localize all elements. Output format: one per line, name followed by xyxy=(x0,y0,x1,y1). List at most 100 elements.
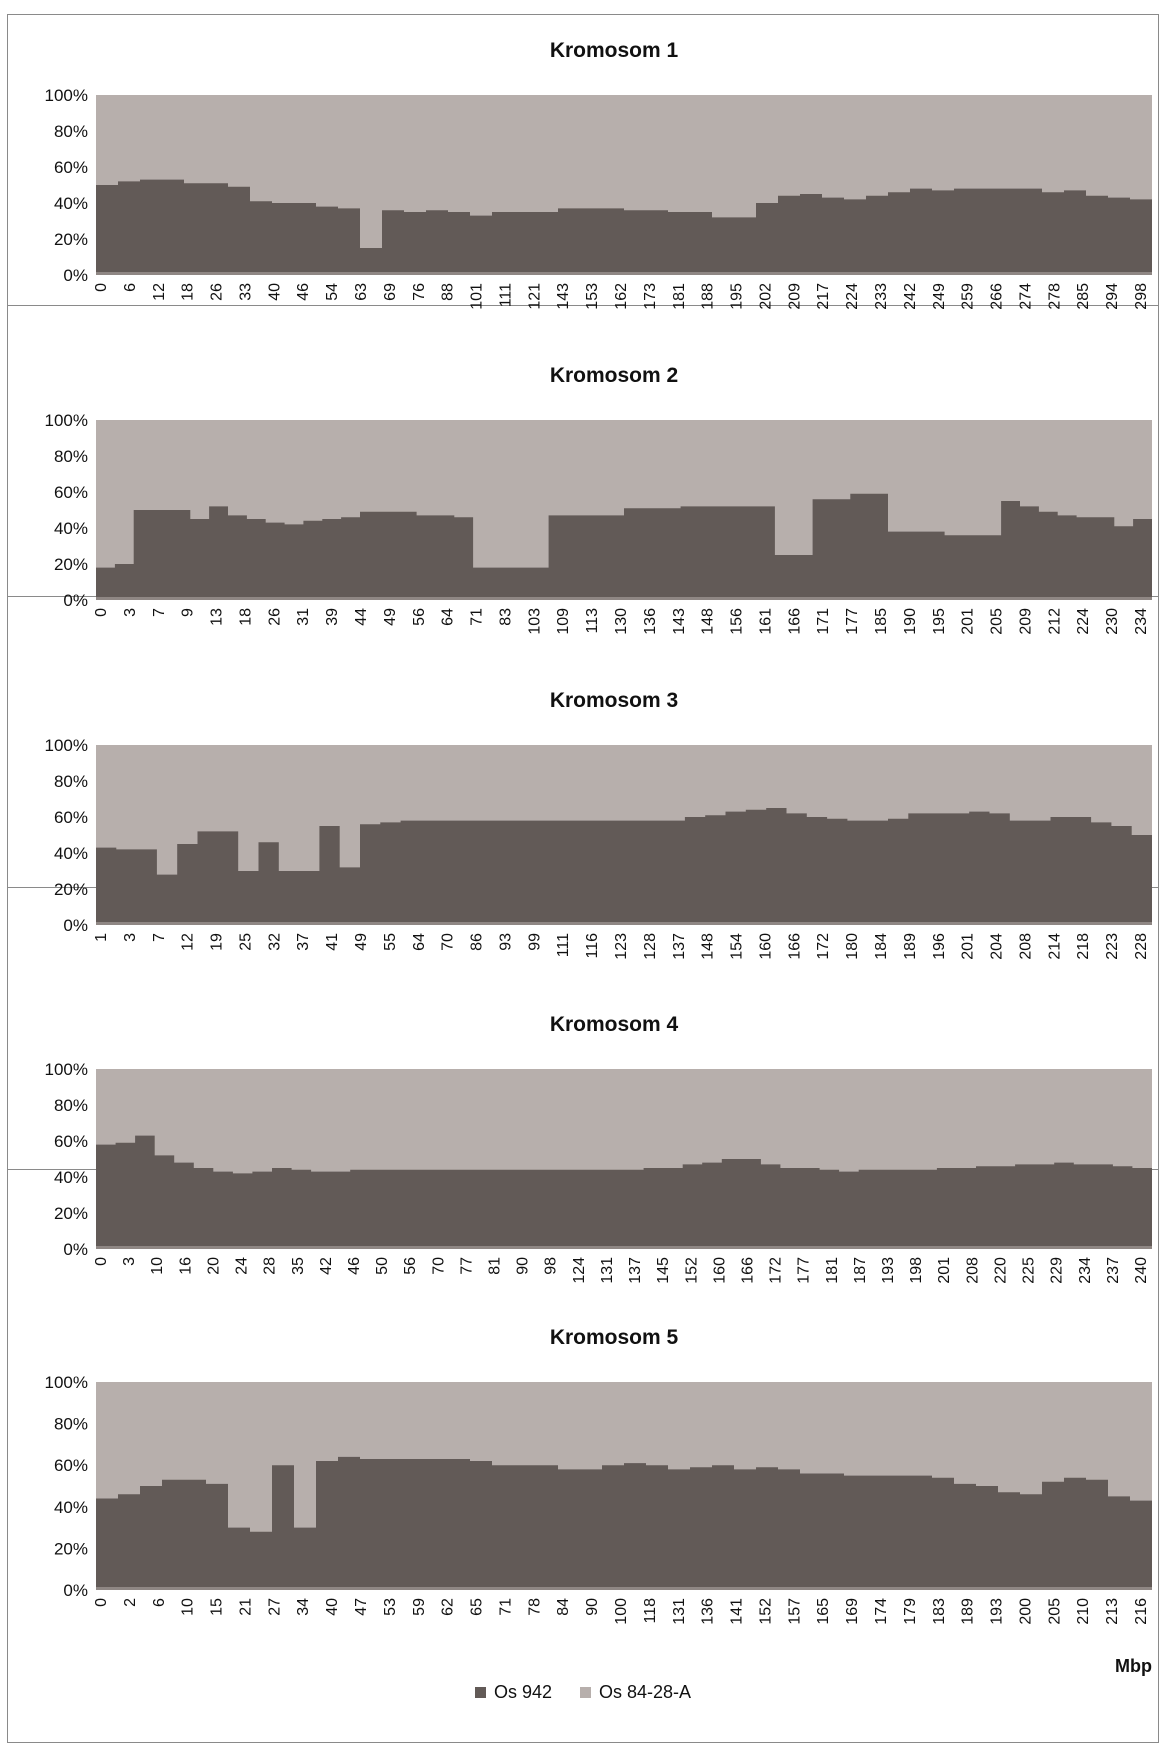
xtick-label-1: 54 xyxy=(324,283,341,301)
ytick-label-1: 20% xyxy=(54,230,88,249)
xtick-label-3: 128 xyxy=(642,933,659,960)
legend-swatch-os84 xyxy=(580,1687,591,1698)
ytick-label-3: 40% xyxy=(54,844,88,863)
xtick-label-1: 76 xyxy=(411,283,428,301)
xtick-label-2: 56 xyxy=(411,608,428,626)
xtick-label-3: 166 xyxy=(786,933,803,960)
xtick-label-3: 99 xyxy=(526,933,543,951)
xtick-label-5: 189 xyxy=(960,1598,977,1625)
chart-title-1: Kromosom 1 xyxy=(550,39,679,62)
xtick-label-4: 24 xyxy=(234,1257,251,1275)
xtick-label-3: 116 xyxy=(584,933,601,959)
xtick-label-1: 173 xyxy=(642,283,659,310)
xtick-label-1: 274 xyxy=(1017,283,1034,310)
ytick-label-1: 60% xyxy=(54,158,88,177)
xtick-label-4: 98 xyxy=(543,1257,560,1275)
series-os942-area-4 xyxy=(96,1135,1152,1249)
xtick-label-1: 233 xyxy=(873,283,890,310)
xtick-label-2: 18 xyxy=(237,608,254,626)
xtick-label-5: 78 xyxy=(526,1598,543,1616)
xtick-label-5: 216 xyxy=(1133,1598,1150,1625)
xtick-label-5: 136 xyxy=(700,1598,717,1625)
xtick-label-4: 28 xyxy=(262,1257,279,1275)
series-os942-area-3 xyxy=(96,808,1152,925)
xtick-label-5: 141 xyxy=(729,1598,746,1625)
xtick-label-1: 266 xyxy=(989,283,1006,310)
xtick-label-3: 12 xyxy=(180,933,197,951)
xtick-label-1: 33 xyxy=(237,283,254,301)
xtick-label-5: 0 xyxy=(93,1598,110,1607)
xtick-label-1: 217 xyxy=(815,283,832,310)
ytick-label-4: 0% xyxy=(63,1240,88,1259)
xtick-label-2: 9 xyxy=(180,608,197,617)
xtick-label-4: 3 xyxy=(121,1257,138,1266)
chart-title-3: Kromosom 3 xyxy=(550,689,678,712)
xtick-label-3: 223 xyxy=(1104,933,1121,960)
xtick-label-2: 44 xyxy=(353,608,370,626)
xtick-label-2: 13 xyxy=(209,608,226,626)
ytick-label-2: 0% xyxy=(63,591,88,610)
xtick-label-3: 25 xyxy=(237,933,254,951)
ytick-label-2: 20% xyxy=(54,555,88,574)
xtick-label-1: 242 xyxy=(902,283,919,310)
xtick-label-3: 189 xyxy=(902,933,919,960)
xtick-label-2: 39 xyxy=(324,608,341,626)
xtick-label-4: 234 xyxy=(1077,1257,1094,1284)
xtick-label-5: 169 xyxy=(844,1598,861,1625)
xtick-label-3: 41 xyxy=(324,933,341,951)
ytick-label-1: 100% xyxy=(45,86,88,105)
xtick-label-5: 2 xyxy=(122,1598,139,1607)
ytick-label-5: 40% xyxy=(54,1498,88,1517)
xtick-label-3: 218 xyxy=(1075,933,1092,960)
xtick-label-1: 46 xyxy=(295,283,312,301)
chart-title-5: Kromosom 5 xyxy=(550,1326,679,1349)
ytick-label-5: 100% xyxy=(45,1373,88,1392)
xtick-label-1: 12 xyxy=(151,283,168,301)
xtick-label-5: 71 xyxy=(497,1598,514,1616)
series-os942-area-1 xyxy=(96,179,1152,275)
xtick-label-5: 10 xyxy=(180,1598,197,1616)
series-os942-area-2 xyxy=(96,493,1152,600)
xtick-label-4: 181 xyxy=(824,1257,841,1284)
xtick-label-1: 278 xyxy=(1046,283,1063,310)
xtick-label-1: 153 xyxy=(584,283,601,310)
xtick-label-4: 35 xyxy=(290,1257,307,1275)
ytick-label-2: 60% xyxy=(54,483,88,502)
ytick-label-2: 80% xyxy=(54,447,88,466)
xtick-label-4: 16 xyxy=(177,1257,194,1275)
xtick-label-4: 10 xyxy=(149,1257,166,1275)
xtick-label-2: 161 xyxy=(757,608,774,635)
xtick-label-4: 166 xyxy=(740,1257,757,1284)
xtick-label-3: 204 xyxy=(989,933,1006,960)
xtick-label-4: 152 xyxy=(683,1257,700,1284)
xtick-label-3: 160 xyxy=(757,933,774,960)
ytick-label-4: 80% xyxy=(54,1096,88,1115)
xtick-label-2: 109 xyxy=(555,608,572,635)
xtick-label-3: 148 xyxy=(700,933,717,960)
legend-swatch-os942 xyxy=(474,1687,486,1698)
xtick-label-1: 188 xyxy=(700,283,717,310)
xtick-label-5: 210 xyxy=(1075,1598,1092,1625)
xtick-label-4: 0 xyxy=(93,1257,110,1266)
xtick-label-4: 160 xyxy=(711,1257,728,1284)
xtick-label-1: 0 xyxy=(93,283,110,292)
x-axis-unit-label: Mbp xyxy=(1115,1656,1152,1676)
xtick-label-5: 118 xyxy=(642,1598,659,1624)
ytick-label-4: 60% xyxy=(54,1132,88,1151)
xtick-label-2: 71 xyxy=(469,608,486,626)
legend-label-os942: Os 942 xyxy=(493,1682,552,1702)
xtick-label-5: 183 xyxy=(931,1598,948,1625)
xtick-label-5: 47 xyxy=(353,1598,370,1616)
xtick-label-5: 152 xyxy=(757,1598,774,1625)
xtick-label-5: 84 xyxy=(555,1598,572,1616)
ytick-label-4: 20% xyxy=(54,1204,88,1223)
xtick-label-4: 193 xyxy=(880,1257,897,1284)
xtick-label-3: 184 xyxy=(873,933,890,960)
xtick-label-2: 166 xyxy=(786,608,803,635)
xtick-label-4: 137 xyxy=(627,1257,644,1284)
xtick-label-1: 202 xyxy=(757,283,774,310)
xtick-label-1: 298 xyxy=(1133,283,1150,310)
xtick-label-3: 214 xyxy=(1046,933,1063,960)
xtick-label-1: 69 xyxy=(382,283,399,301)
xtick-label-2: 26 xyxy=(266,608,283,626)
